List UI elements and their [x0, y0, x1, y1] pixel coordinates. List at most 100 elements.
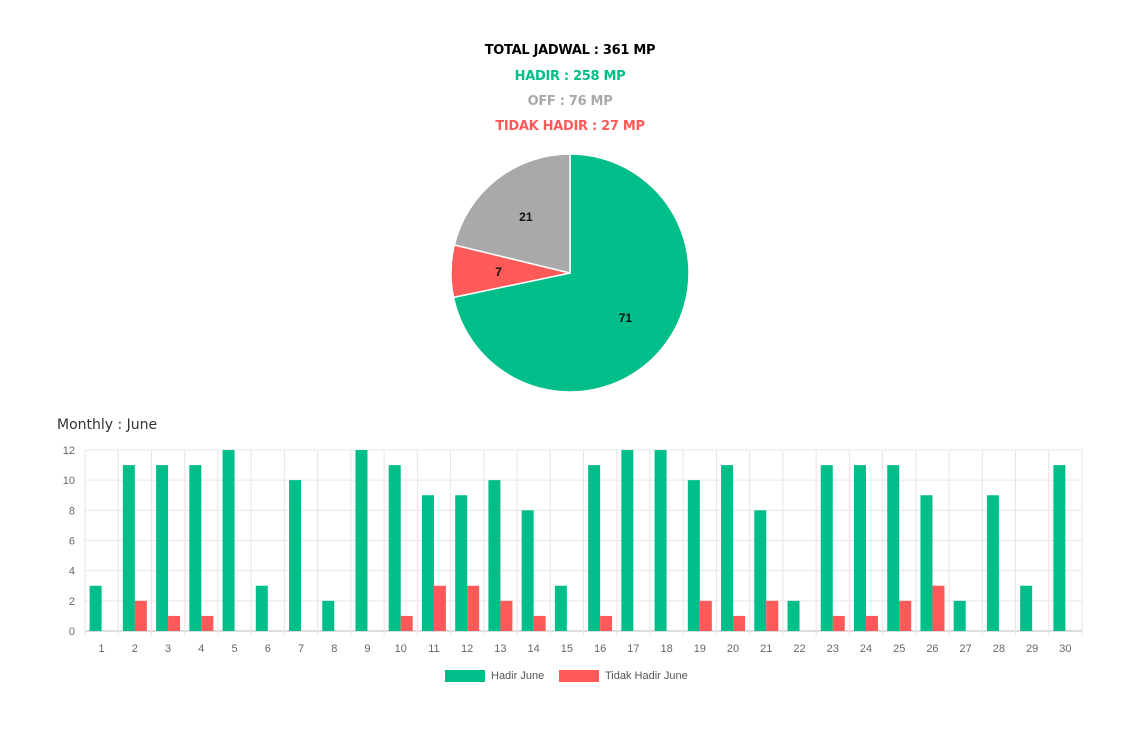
x-tick-label: 12	[461, 643, 473, 655]
bar-tidak-hadir[interactable]	[733, 615, 746, 631]
bar-hadir[interactable]	[920, 495, 933, 631]
x-tick-label: 7	[298, 643, 304, 655]
x-tick-label: 20	[727, 643, 739, 655]
bar-tidak-hadir[interactable]	[168, 615, 181, 631]
x-tick-label: 14	[528, 643, 540, 655]
pie-slice-off[interactable]	[453, 153, 571, 274]
x-tick-label: 16	[594, 643, 606, 655]
x-tick-label: 23	[827, 643, 839, 655]
y-tick-label: 6	[69, 536, 75, 548]
x-tick-label: 6	[265, 643, 271, 655]
bar-hadir[interactable]	[853, 465, 866, 631]
bar-hadir[interactable]	[222, 450, 235, 631]
bar-hadir[interactable]	[986, 495, 999, 631]
x-tick-label: 21	[760, 643, 772, 655]
bar-tidak-hadir[interactable]	[699, 600, 712, 631]
x-tick-label: 17	[627, 643, 639, 655]
y-tick-label: 4	[69, 566, 75, 578]
y-tick-label: 2	[69, 596, 75, 608]
y-tick-label: 0	[69, 626, 75, 638]
x-tick-label: 3	[165, 643, 171, 655]
tidak-hadir-label: TIDAK HADIR : 27 MP	[495, 119, 645, 134]
bar-tidak-hadir[interactable]	[932, 585, 945, 631]
x-tick-label: 30	[1059, 643, 1071, 655]
pie-value-label: 21	[519, 210, 533, 224]
bar-hadir[interactable]	[388, 465, 401, 631]
bar-tidak-hadir[interactable]	[865, 615, 878, 631]
x-tick-label: 28	[993, 643, 1005, 655]
bar-hadir[interactable]	[1053, 465, 1066, 631]
x-tick-label: 9	[364, 643, 370, 655]
bar-tidak-hadir[interactable]	[899, 600, 912, 631]
x-tick-label: 26	[926, 643, 938, 655]
bar-hadir[interactable]	[621, 450, 634, 631]
x-tick-label: 18	[660, 643, 672, 655]
bar-hadir[interactable]	[953, 600, 966, 631]
bar-hadir[interactable]	[289, 480, 302, 631]
bar-hadir[interactable]	[322, 600, 335, 631]
bar-hadir[interactable]	[156, 465, 169, 631]
x-tick-label: 24	[860, 643, 872, 655]
bar-tidak-hadir[interactable]	[467, 585, 480, 631]
bar-tidak-hadir[interactable]	[134, 600, 147, 631]
bar-hadir[interactable]	[89, 585, 102, 631]
bar-hadir[interactable]	[654, 450, 667, 631]
total-jadwal-label: TOTAL JADWAL : 361 MP	[484, 43, 656, 58]
legend-item-tidak-hadir-june[interactable]: Tidak Hadir June	[559, 670, 688, 682]
x-tick-label: 27	[960, 643, 972, 655]
x-tick-label: 19	[694, 643, 706, 655]
bar-hadir[interactable]	[687, 480, 700, 631]
bar-hadir[interactable]	[189, 465, 202, 631]
bar-hadir[interactable]	[554, 585, 567, 631]
bar-hadir[interactable]	[421, 495, 434, 631]
y-tick-label: 12	[63, 445, 75, 457]
x-tick-label: 29	[1026, 643, 1038, 655]
legend-label-hadir: Hadir June	[491, 670, 545, 682]
bar-hadir[interactable]	[754, 510, 767, 631]
x-tick-label: 22	[793, 643, 805, 655]
bar-hadir[interactable]	[887, 465, 900, 631]
legend-item-hadir-june[interactable]: Hadir June	[445, 670, 544, 682]
bar-hadir[interactable]	[787, 600, 800, 631]
bar-hadir[interactable]	[355, 450, 368, 631]
off-label: OFF : 76 MP	[527, 94, 613, 109]
bar-hadir[interactable]	[455, 495, 468, 631]
x-tick-label: 25	[893, 643, 905, 655]
bar-tidak-hadir[interactable]	[400, 615, 413, 631]
pie-value-label: 71	[619, 311, 633, 325]
pie-value-label: 7	[495, 265, 502, 279]
bar-hadir[interactable]	[820, 465, 833, 631]
bar-tidak-hadir[interactable]	[766, 600, 779, 631]
legend-label-tidak-hadir: Tidak Hadir June	[605, 670, 688, 682]
x-tick-label: 15	[561, 643, 573, 655]
bar-tidak-hadir[interactable]	[832, 615, 845, 631]
y-tick-label: 8	[69, 505, 75, 517]
x-tick-label: 10	[395, 643, 407, 655]
bar-hadir[interactable]	[1020, 585, 1033, 631]
attendance-pie-chart: 71 7 21	[450, 153, 690, 393]
x-tick-label: 11	[428, 643, 439, 655]
x-tick-label: 8	[331, 643, 337, 655]
bar-hadir[interactable]	[488, 480, 501, 631]
x-tick-label: 4	[198, 643, 204, 655]
bar-hadir[interactable]	[588, 465, 601, 631]
bar-hadir[interactable]	[255, 585, 268, 631]
x-tick-label: 5	[231, 643, 237, 655]
legend-swatch-hadir	[445, 670, 485, 682]
bar-hadir[interactable]	[521, 510, 534, 631]
bar-tidak-hadir[interactable]	[201, 615, 214, 631]
bar-tidak-hadir[interactable]	[533, 615, 546, 631]
x-tick-label: 2	[132, 643, 138, 655]
bar-tidak-hadir[interactable]	[433, 585, 446, 631]
legend-swatch-tidak-hadir	[559, 670, 599, 682]
bar-tidak-hadir[interactable]	[500, 600, 513, 631]
x-tick-label: 13	[494, 643, 506, 655]
hadir-label: HADIR : 258 MP	[514, 69, 626, 84]
bar-hadir[interactable]	[122, 465, 135, 631]
bar-tidak-hadir[interactable]	[600, 615, 613, 631]
monthly-chart-title: Monthly : June	[57, 417, 158, 433]
bar-hadir[interactable]	[721, 465, 734, 631]
y-tick-label: 10	[63, 475, 75, 487]
pie-slice-hadir[interactable]	[452, 153, 690, 393]
